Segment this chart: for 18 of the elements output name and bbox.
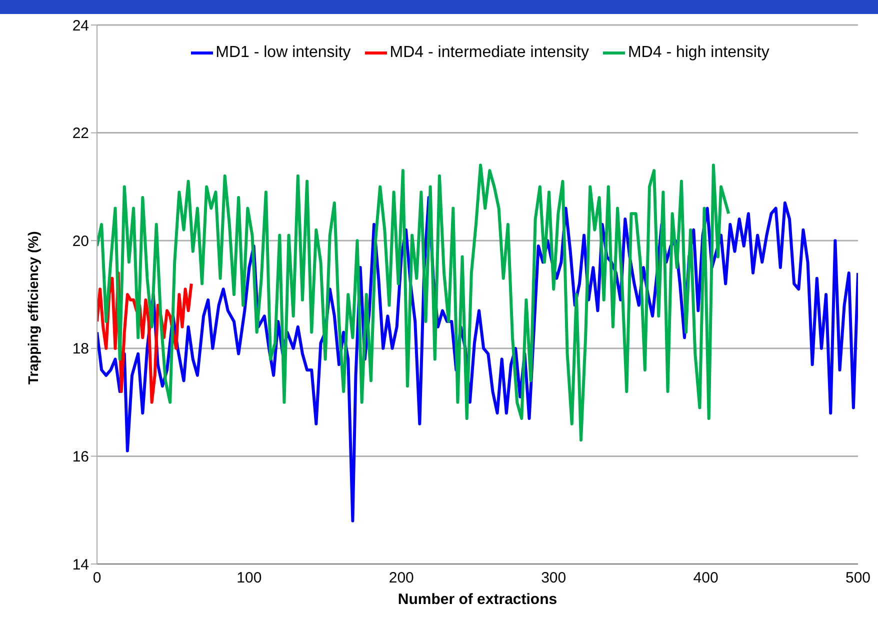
y-axis-title: Trapping efficiency (%) [24,231,41,384]
y-tick-label: 18 [72,340,89,358]
x-tick-label: 300 [541,570,566,587]
legend-label: MD4 - intermediate intensity [390,44,589,62]
legend-label: MD4 - high intensity [628,44,770,62]
x-axis-title: Number of extractions [398,591,558,608]
x-tick-label: 0 [92,570,102,587]
line-series [97,164,730,442]
y-tick-label: 24 [72,17,89,34]
legend-label: MD1 - low intensity [216,44,351,62]
y-tick-label: 20 [72,232,89,250]
x-tick-label: 100 [236,570,262,587]
x-tick-label: 400 [693,570,718,587]
y-tick-label: 16 [72,448,89,466]
y-tick-label: 14 [72,556,89,574]
x-tick-label: 500 [845,570,871,587]
y-tick-label: 22 [72,125,89,142]
x-tick-label: 200 [388,570,414,587]
